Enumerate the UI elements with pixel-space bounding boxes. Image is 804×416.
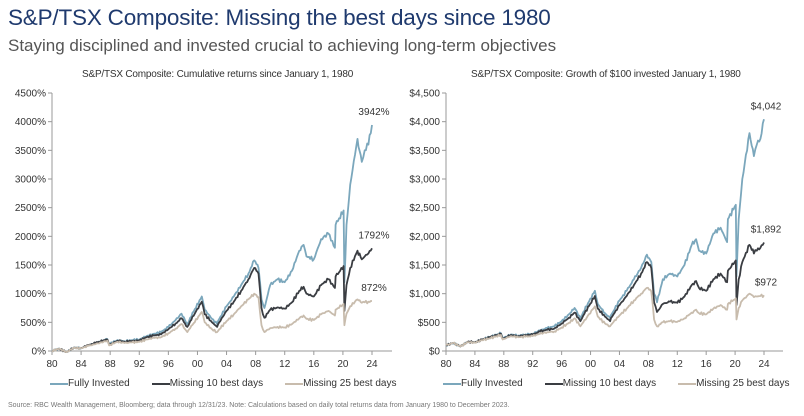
x-tick-label: 24 [366, 359, 378, 370]
x-tick-label: 88 [498, 359, 510, 370]
end-label-missing-25-best-days: 872% [361, 283, 387, 294]
legend-label: Missing 25 best days [696, 378, 790, 389]
x-tick-label: 00 [192, 359, 204, 370]
x-tick-label: 80 [46, 359, 58, 370]
series-line-missing-25-best-days [445, 286, 765, 348]
x-tick-label: 80 [440, 359, 452, 370]
y-tick-label: 3000% [15, 175, 46, 186]
y-tick-label: 4500% [15, 89, 46, 100]
x-tick-label: 20 [730, 359, 742, 370]
legend-label: Fully Invested [68, 378, 130, 389]
legend-label: Fully Invested [461, 378, 523, 389]
series-line-missing-10-best-days [445, 242, 765, 348]
cumulative-returns-chart: 0% 500% 1000% 1500% 2000% 2500% 3000% 3500% 4000… [15, 89, 392, 370]
x-tick-label: 88 [105, 359, 117, 370]
legend-swatch-fully-invested [50, 382, 68, 385]
x-tick-label: 96 [163, 359, 175, 370]
x-tick-label: 92 [527, 359, 539, 370]
legend-item-fully-invested: Fully Invested [443, 378, 523, 389]
legend-swatch-fully-invested [443, 382, 461, 385]
y-tick-label: $4,000 [409, 117, 440, 128]
series-line-fully-invested [445, 119, 765, 348]
y-tick-label: $2,500 [409, 203, 440, 214]
x-tick-label: 08 [250, 359, 262, 370]
x-tick-label: 16 [308, 359, 320, 370]
y-tick-label: 1500% [15, 261, 46, 272]
x-tick-label: 12 [279, 359, 291, 370]
source-note: Source: RBC Wealth Management, Bloomberg… [8, 402, 510, 409]
legend-label: Missing 10 best days [169, 378, 264, 389]
legend-label: Missing 25 best days [303, 378, 397, 389]
legend-swatch-missing-25 [678, 382, 697, 385]
y-tick-label: 4000% [15, 117, 46, 128]
legend-swatch-missing-10 [151, 382, 170, 385]
legend-item-missing-25: Missing 25 best days [678, 378, 789, 389]
end-label-missing-10-best-days: 1792% [358, 230, 389, 241]
series-line-missing-25-best-days [51, 292, 372, 353]
end-label-fully-invested: $4,042 [751, 101, 782, 112]
series-line-missing-10-best-days [51, 247, 373, 353]
y-tick-label: $4,500 [409, 89, 440, 100]
y-tick-label: $2,000 [409, 232, 440, 243]
legend-item-missing-10: Missing 10 best days [151, 378, 264, 389]
y-tick-label: 1000% [15, 289, 46, 300]
y-tick-label: $3,500 [409, 146, 440, 157]
x-tick-label: 84 [469, 359, 481, 370]
legend-swatch-missing-10 [544, 382, 563, 385]
x-tick-label: 08 [643, 359, 655, 370]
y-tick-label: 0% [32, 347, 47, 358]
y-tick-label: $0 [429, 347, 441, 358]
legend-item-missing-10: Missing 10 best days [544, 378, 657, 389]
x-tick-label: 16 [701, 359, 713, 370]
x-tick-label: 04 [614, 359, 626, 370]
y-tick-label: 2500% [15, 203, 46, 214]
x-tick-label: 04 [221, 359, 233, 370]
end-label-missing-25-best-days: $972 [755, 277, 778, 288]
x-tick-label: 96 [556, 359, 568, 370]
right-chart-legend: Fully Invested Missing 10 best days Miss… [443, 378, 804, 389]
y-tick-label: $1,000 [409, 289, 440, 300]
legend-item-missing-25: Missing 25 best days [285, 378, 396, 389]
page-subtitle: Staying disciplined and invested crucial… [8, 36, 557, 55]
x-tick-label: 24 [758, 359, 770, 370]
x-tick-label: 20 [337, 359, 349, 370]
y-tick-label: 500% [20, 318, 46, 329]
page-title: S&P/TSX Composite: Missing the best days… [8, 5, 551, 30]
y-tick-label: $3,000 [409, 175, 440, 186]
end-label-missing-10-best-days: $1,892 [751, 225, 782, 236]
x-tick-label: 84 [76, 359, 88, 370]
x-tick-label: 12 [672, 359, 684, 370]
y-tick-label: 2000% [15, 232, 46, 243]
x-tick-label: 92 [134, 359, 146, 370]
legend-label: Missing 10 best days [562, 378, 657, 389]
y-tick-label: $1,500 [409, 261, 440, 272]
left-chart-legend: Fully Invested Missing 10 best days Miss… [50, 378, 418, 389]
growth-of-100-chart: $0 $500 $1,000 $1,500 $2,000 $2,500 $3,000 $3,5… [409, 89, 783, 370]
left-chart-title: S&P/TSX Composite: Cumulative returns si… [82, 69, 354, 80]
x-tick-label: 00 [585, 359, 597, 370]
right-chart-title: S&P/TSX Composite: Growth of $100 invest… [471, 69, 741, 80]
y-tick-label: $500 [418, 318, 441, 329]
legend-item-fully-invested: Fully Invested [50, 378, 130, 389]
end-label-fully-invested: 3942% [358, 107, 389, 118]
legend-swatch-missing-25 [285, 382, 304, 385]
y-tick-label: 3500% [15, 146, 46, 157]
